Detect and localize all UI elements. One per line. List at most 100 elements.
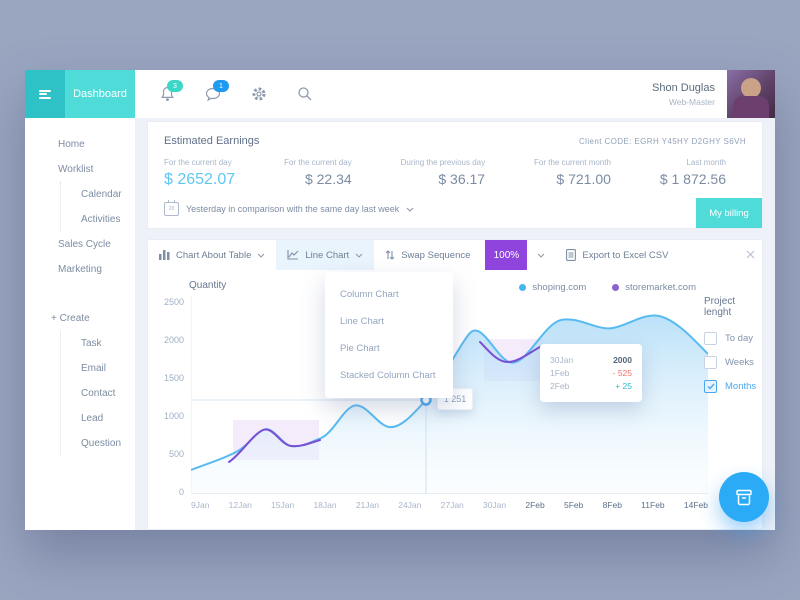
- legend-label: shoping.com: [532, 282, 587, 293]
- x-tick: 24Jan: [398, 500, 422, 510]
- menu-item-line-chart[interactable]: Line Chart: [340, 316, 384, 327]
- stat-label: For the current day: [284, 158, 352, 167]
- swap-sequence-button[interactable]: Swap Sequence: [374, 240, 481, 270]
- y-tick-500: 500: [168, 449, 184, 459]
- tooltip-row: 1Feb - 525: [550, 368, 632, 378]
- sidebar-item-worklist[interactable]: Worklist: [58, 164, 94, 175]
- zoom-dropdown-chevron[interactable]: [527, 253, 555, 258]
- legend-storemarket[interactable]: storemarket.com: [612, 282, 696, 293]
- line-chart-icon: [287, 250, 299, 260]
- x-tick: 27Jan: [440, 500, 464, 510]
- project-length-panel: Project lenght To day Weeks Months: [704, 296, 762, 404]
- sidebar-item-create[interactable]: + Create: [51, 313, 90, 324]
- tooltip-label: 1Feb: [550, 368, 570, 378]
- tooltip-label: 30Jan: [550, 355, 574, 365]
- stat-value: $ 2652.07: [164, 171, 236, 188]
- export-csv-label: Export to Excel CSV: [582, 249, 669, 261]
- user-role: Web-Master: [668, 96, 715, 107]
- option-today[interactable]: To day: [704, 332, 762, 345]
- checkbox-unchecked: [704, 332, 717, 345]
- comparison-selector[interactable]: 28 Yesterday in comparison with the same…: [164, 200, 746, 216]
- sidebar-item-sales-cycle[interactable]: Sales Cycle: [58, 239, 111, 250]
- chevron-down-icon: [538, 253, 545, 258]
- menu-item-pie-chart[interactable]: Pie Chart: [340, 343, 380, 354]
- my-billing-button[interactable]: My billing: [696, 198, 762, 228]
- x-tick: 14Feb: [683, 500, 708, 510]
- export-csv-button[interactable]: Export to Excel CSV: [555, 240, 679, 270]
- worklist-submenu: Calendar Activities: [60, 182, 135, 232]
- estimated-earnings-card: Estimated Earnings Client CODE: EGRH Y45…: [147, 121, 763, 229]
- notifications-bell-icon[interactable]: 3: [157, 80, 183, 104]
- app-window: Dashboard 3 1 Shon Duglas Web-Master: [25, 70, 775, 530]
- hamburger-menu-button[interactable]: [25, 70, 65, 118]
- sidebar-item-email[interactable]: Email: [81, 363, 107, 374]
- sidebar-item-lead[interactable]: Lead: [81, 413, 104, 424]
- checkbox-unchecked: [704, 356, 717, 369]
- x-tick: 11Feb: [641, 500, 665, 510]
- checkbox-checked: [704, 380, 717, 393]
- option-weeks[interactable]: Weeks: [704, 356, 762, 369]
- dashboard-button[interactable]: Dashboard: [65, 70, 135, 118]
- save-fab-button[interactable]: [719, 472, 769, 522]
- chart-type-dropdown[interactable]: Line Chart: [276, 240, 375, 270]
- x-tick: 30Jan: [483, 500, 507, 510]
- sidebar-item-marketing[interactable]: Marketing: [58, 264, 102, 275]
- option-label: Months: [725, 381, 757, 392]
- stat-value: $ 36.17: [438, 171, 486, 187]
- chart-about-table-label: Chart About Table: [176, 249, 252, 261]
- stat-label: During the previous day: [400, 158, 486, 167]
- earnings-stats: For the current day $ 2652.07 For the cu…: [164, 158, 746, 189]
- sidebar-item-activities[interactable]: Activities: [81, 214, 121, 225]
- x-tick: 21Jan: [355, 500, 379, 510]
- tooltip-label: 2Feb: [550, 381, 570, 391]
- sidebar: Home Worklist Calendar Activities Sales …: [25, 118, 136, 530]
- menu-item-stacked-column-chart[interactable]: Stacked Column Chart: [340, 370, 436, 381]
- excel-file-icon: [566, 249, 577, 261]
- chevron-down-icon: [406, 207, 414, 212]
- series-storemarket-segment-1: [228, 428, 321, 463]
- sidebar-item-calendar[interactable]: Calendar: [81, 189, 122, 200]
- search-icon[interactable]: [295, 84, 315, 104]
- project-length-title: Project lenght: [704, 296, 736, 318]
- legend-label: storemarket.com: [625, 282, 696, 293]
- calendar-icon: 28: [164, 200, 179, 216]
- settings-gear-icon[interactable]: [249, 84, 269, 104]
- chart-about-table-dropdown[interactable]: Chart About Table: [148, 240, 276, 270]
- stat-current-month: For the current month $ 721.00: [534, 158, 611, 189]
- x-tick: 15Jan: [271, 500, 295, 510]
- legend-shoping[interactable]: shoping.com: [519, 282, 586, 293]
- legend-dot-blue: [519, 284, 527, 291]
- y-tick-1000: 1000: [163, 411, 184, 421]
- option-months[interactable]: Months: [704, 380, 762, 393]
- notification-badge: 3: [167, 80, 183, 92]
- header-icons: 3 1: [135, 70, 315, 118]
- close-icon[interactable]: [744, 248, 756, 260]
- stat-label: Last month: [686, 158, 726, 167]
- bar-chart-icon: [159, 250, 170, 260]
- tooltip-value: - 525: [612, 368, 632, 378]
- y-tick-2000: 2000: [163, 335, 184, 345]
- x-tick: 9Jan: [191, 500, 210, 510]
- sidebar-item-home[interactable]: Home: [58, 139, 85, 150]
- chart-card: Chart About Table Line Chart Swap Sequen…: [147, 239, 763, 530]
- stat-previous-day: During the previous day $ 36.17: [401, 158, 486, 189]
- stat-label: For the current day: [164, 158, 232, 167]
- option-label: To day: [725, 333, 753, 344]
- sidebar-item-task[interactable]: Task: [81, 338, 102, 349]
- sidebar-item-question[interactable]: Question: [81, 438, 122, 449]
- message-badge: 1: [213, 80, 229, 92]
- menu-item-column-chart[interactable]: Column Chart: [340, 289, 399, 300]
- x-tick: 5Feb: [563, 500, 584, 510]
- zoom-level-button[interactable]: 100%: [485, 240, 528, 270]
- tooltip-value: + 25: [615, 381, 632, 391]
- tooltip-value: 2000: [613, 355, 632, 365]
- y-axis-title: Quantity: [189, 280, 227, 291]
- y-tick-2500: 2500: [163, 297, 184, 307]
- chart-type-label: Line Chart: [305, 249, 350, 261]
- stat-last-month: Last month $ 1 872.56: [660, 158, 726, 189]
- user-name: Shon Duglas: [652, 81, 715, 94]
- sidebar-item-contact[interactable]: Contact: [81, 388, 116, 399]
- messages-chat-icon[interactable]: 1: [203, 80, 229, 104]
- avatar[interactable]: [727, 70, 775, 118]
- swap-arrows-icon: [386, 250, 395, 260]
